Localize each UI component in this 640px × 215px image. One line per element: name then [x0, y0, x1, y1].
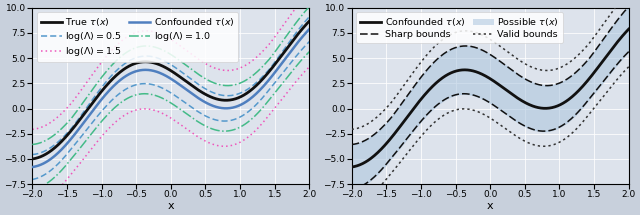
Legend: True $\tau(x)$, $\log(\Lambda) = 0.5$, $\log(\Lambda) = 1.5$, Confounded $\tau(x: True $\tau(x)$, $\log(\Lambda) = 0.5$, $…: [37, 12, 238, 62]
Legend: Confounded $\tau(x)$, Sharp bounds, Possible $\tau(x)$, Valid bounds: Confounded $\tau(x)$, Sharp bounds, Poss…: [356, 12, 563, 43]
X-axis label: x: x: [168, 201, 174, 211]
X-axis label: x: x: [487, 201, 493, 211]
